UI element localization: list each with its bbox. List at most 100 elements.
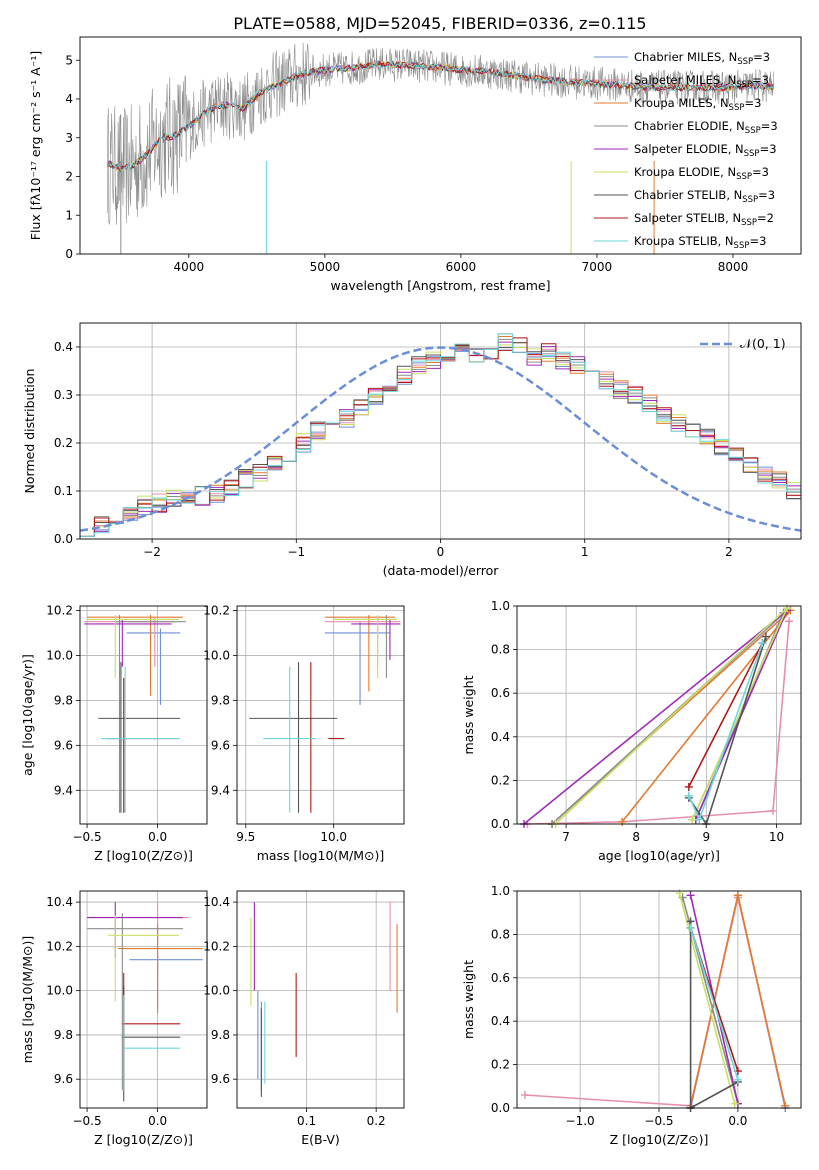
x-tick-label: 0	[437, 545, 445, 559]
x-tick-label: 10	[769, 830, 784, 844]
mass-weight-marker	[761, 632, 770, 641]
mass-weight-line	[688, 636, 767, 824]
x-axis-label: mass [log10(M/M⊙)]	[257, 848, 385, 863]
x-axis-label: (data-model)/error	[383, 563, 500, 578]
legend-label: Salpeter STELIB, NSSP=2	[634, 211, 774, 228]
y-axis-label: mass weight	[461, 960, 476, 1039]
x-tick-label: 4000	[174, 260, 205, 274]
axes-frame	[516, 605, 802, 825]
legend-label: Salpeter MILES, NSSP=3	[634, 73, 769, 90]
x-axis-label: age [log10(age/yr)]	[598, 848, 720, 863]
legend-label: Chabrier STELIB, NSSP=3	[634, 188, 775, 205]
x-tick-label: −0.5	[72, 830, 101, 844]
residual-histogram	[80, 341, 801, 537]
mass-weight-vs-age-panel: 7 8 9 10 0.0 0.2 0.4 0.6 0.8 1.0 age [log10(age/yr…	[461, 599, 802, 863]
x-tick-label: −0.5	[72, 1114, 101, 1128]
y-tick-label: 9.8	[211, 1028, 230, 1042]
residual-histogram	[80, 337, 801, 537]
mass-weight-marker	[695, 815, 704, 824]
mass-vs-ebv-panel: 0.1 0.2 9.6 9.8 10.0 10.2 10.4 E(B-V)	[203, 890, 405, 1147]
y-tick-label: 3	[65, 131, 73, 145]
normal-curve	[80, 346, 801, 532]
axes-frame	[236, 605, 405, 825]
y-tick-label: 1.0	[491, 599, 510, 613]
y-tick-label: 9.4	[211, 783, 230, 797]
y-tick-label: 0.6	[491, 971, 510, 985]
x-axis-label: Z [log10(Z/Z⊙)]	[94, 848, 193, 863]
residual-histogram	[80, 337, 801, 537]
legend-label: Chabrier MILES, NSSP=3	[634, 50, 770, 67]
axes-frame	[236, 890, 405, 1109]
y-tick-label: 0.6	[491, 686, 510, 700]
y-tick-label: 0.0	[491, 817, 510, 831]
legend-label: Kroupa MILES, NSSP=3	[634, 96, 761, 113]
mass-weight-marker	[618, 817, 627, 826]
y-tick-label: 9.8	[54, 1028, 73, 1042]
mass-weight-marker	[733, 891, 742, 900]
model-spectrum	[106, 59, 775, 173]
mass-weight-marker	[781, 1101, 790, 1110]
y-tick-label: 9.6	[54, 738, 73, 752]
age-vs-mass-panel: 9.5 10.0 9.4 9.6 9.8 10.0 10.2 mass [log10(M/M⊙…	[203, 603, 405, 863]
x-tick-label: 5000	[310, 260, 341, 274]
age-vs-metallicity-panel: −0.5 0.0 9.4 9.6 9.8 10.0 10.2 Z [log10(Z/Z⊙)] a…	[20, 603, 208, 863]
legend-label: Kroupa STELIB, NSSP=3	[634, 234, 766, 251]
mass-weight-marker	[684, 791, 693, 800]
x-tick-label: 6000	[446, 260, 477, 274]
residual-histogram	[80, 342, 801, 537]
y-tick-label: 0.4	[491, 1014, 510, 1028]
y-tick-label: 0.3	[54, 388, 73, 402]
axes-frame	[516, 890, 802, 1109]
mass-weight-marker	[686, 891, 695, 900]
y-tick-label: 10.0	[46, 984, 73, 998]
x-tick-label: 2	[725, 545, 733, 559]
mass-weight-line	[678, 892, 736, 1104]
y-tick-label: 2	[65, 170, 73, 184]
x-tick-label: 9	[703, 830, 711, 844]
mass-weight-line	[523, 609, 788, 824]
residual-histogram-panel: −2 −1 0 1 2 0.0 0.1 0.2 0.3 0.4 (data-model)/error…	[22, 322, 802, 578]
legend-label: Salpeter ELODIE, NSSP=3	[634, 142, 777, 159]
mass-weight-line	[688, 642, 764, 788]
x-tick-label: 8000	[718, 260, 749, 274]
y-tick-label: 0.4	[491, 730, 510, 744]
y-tick-label: 9.6	[211, 738, 230, 752]
y-axis-label: mass [log10(M/M⊙)]	[20, 936, 35, 1064]
mass-weight-marker	[758, 639, 767, 648]
y-tick-label: 10.2	[203, 603, 230, 617]
mass-weight-line	[689, 921, 739, 1108]
mass-vs-metallicity-panel: −0.5 0.0 9.6 9.8 10.0 10.2 10.4 Z [log10(Z/Z⊙)]…	[20, 890, 208, 1147]
y-tick-label: 0.2	[54, 436, 73, 450]
model-spectrum	[106, 60, 775, 173]
x-tick-label: 7	[562, 830, 570, 844]
x-tick-label: 0.2	[367, 1114, 386, 1128]
axes-frame	[79, 605, 208, 825]
y-tick-label: 0.2	[491, 1058, 510, 1072]
x-tick-label: 10.0	[320, 830, 347, 844]
axes-frame	[79, 322, 802, 540]
mass-weight-marker	[768, 806, 777, 815]
y-axis-label: Normed distribution	[22, 369, 37, 494]
y-tick-label: 0.2	[491, 773, 510, 787]
mass-weight-marker	[520, 1090, 529, 1099]
x-tick-label: 0.1	[297, 1114, 316, 1128]
y-tick-label: 0.1	[54, 484, 73, 498]
x-axis-label: Z [log10(Z/Z⊙)]	[610, 1132, 709, 1147]
y-tick-label: 0	[65, 247, 73, 261]
y-tick-label: 1.0	[491, 884, 510, 898]
spectrum-panel: 4000 5000 6000 7000 8000 0 1 2 3 4 5 wavelength [An…	[28, 36, 802, 293]
y-tick-label: 0.8	[491, 643, 510, 657]
mass-weight-marker	[730, 1099, 739, 1108]
x-tick-label: 0.0	[148, 1114, 167, 1128]
x-axis-label: wavelength [Angstrom, rest frame]	[330, 278, 550, 293]
mass-weight-marker	[688, 815, 697, 824]
x-tick-label: −1	[287, 545, 305, 559]
y-tick-label: 10.0	[46, 648, 73, 662]
mass-weight-line	[527, 621, 790, 824]
y-axis-label: age [log10(age/yr)]	[20, 654, 35, 776]
y-tick-label: 0.0	[491, 1101, 510, 1115]
x-tick-label: 8	[632, 830, 640, 844]
y-tick-label: 0.4	[54, 340, 73, 354]
x-tick-label: 0.0	[728, 1114, 747, 1128]
y-tick-label: 9.6	[54, 1072, 73, 1086]
